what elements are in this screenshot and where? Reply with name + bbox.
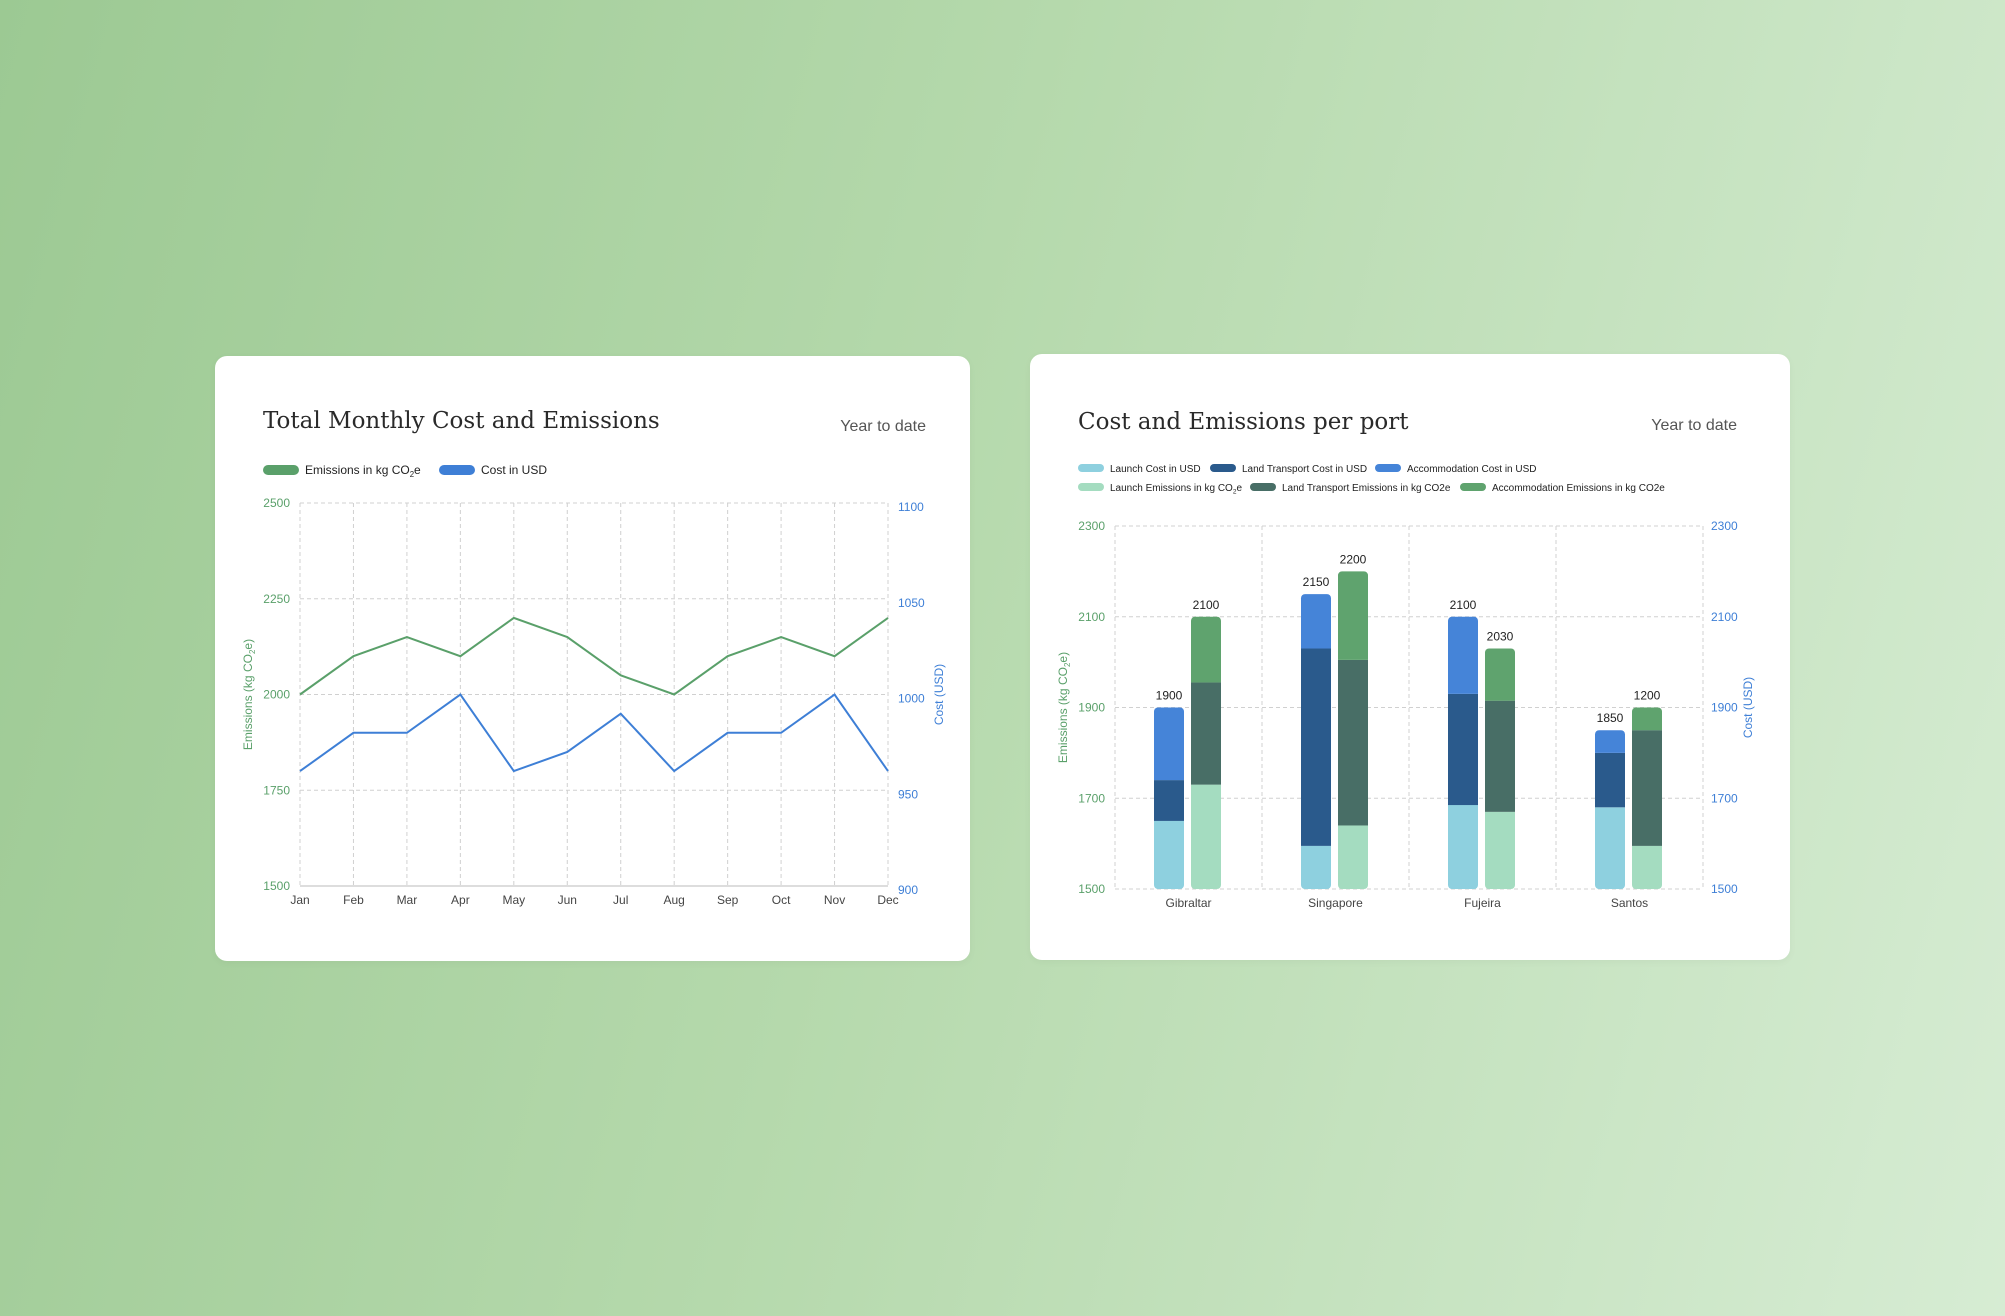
- bar-segment: [1338, 659, 1368, 826]
- period-selector[interactable]: Year to date: [840, 418, 926, 435]
- bar-segment: [1301, 594, 1331, 649]
- bar-segment: [1595, 752, 1625, 808]
- bar-segment: [1632, 730, 1662, 846]
- bar-total-label: 2100: [1193, 598, 1220, 612]
- legend-label: Launch Emissions in kg CO2e: [1110, 483, 1242, 496]
- y-right-tick: 1050: [898, 596, 925, 610]
- y-left-tick: 2300: [1078, 519, 1105, 533]
- card-title: Cost and Emissions per port: [1078, 409, 1409, 435]
- y-right-tick: 2100: [1711, 610, 1738, 624]
- line-chart: Emissions in kg CO2e Cost in USD 1500 1750 2…: [241, 463, 946, 907]
- y-right-axis-title: Cost (USD): [932, 664, 946, 725]
- legend-swatch: [1250, 483, 1276, 491]
- x-tick-label: Singapore: [1308, 896, 1363, 910]
- legend-label: Land Transport Cost in USD: [1242, 464, 1367, 475]
- bar-segment: [1301, 845, 1331, 889]
- bar-segment: [1191, 784, 1221, 889]
- legend-swatch: [1078, 464, 1104, 472]
- legend-swatch: [1210, 464, 1236, 472]
- bar-segment: [1632, 845, 1662, 889]
- bar-total-label: 1900: [1156, 689, 1183, 703]
- port-chart-card: Cost and Emissions per port Year to date…: [1030, 354, 1790, 960]
- bar-segment: [1338, 571, 1368, 660]
- bar-segment: [1632, 707, 1662, 731]
- bar-segment: [1154, 780, 1184, 821]
- bar-segment: [1301, 648, 1331, 846]
- x-tick-label: Mar: [397, 893, 418, 907]
- y-left-tick: 1500: [263, 879, 290, 893]
- bar-segment: [1485, 648, 1515, 701]
- x-tick-label: Dec: [877, 893, 898, 907]
- bar-segment: [1154, 820, 1184, 889]
- monthly-chart-card: Total Monthly Cost and Emissions Year to…: [215, 356, 970, 961]
- bar-total-label: 1850: [1597, 711, 1624, 725]
- legend-label: Launch Cost in USD: [1110, 464, 1201, 475]
- y-left-tick: 2500: [263, 496, 290, 510]
- x-tick-label: Jan: [290, 893, 309, 907]
- legend-label: Accommodation Emissions in kg CO2e: [1492, 483, 1665, 494]
- y-right-tick: 1900: [1711, 701, 1738, 715]
- bar-total-label: 2150: [1303, 575, 1330, 589]
- legend-label: Land Transport Emissions in kg CO2e: [1282, 483, 1451, 494]
- bar-segment: [1448, 693, 1478, 806]
- x-tick-label: Jul: [613, 893, 628, 907]
- x-tick-label: Apr: [451, 893, 470, 907]
- y-right-axis-title: Cost (USD): [1741, 677, 1755, 738]
- x-tick-label: Gibraltar: [1165, 896, 1211, 910]
- y-left-tick: 2250: [263, 592, 290, 606]
- bar-segment: [1448, 616, 1478, 694]
- cost-line: [299, 693, 889, 773]
- x-tick-label: Sep: [717, 893, 739, 907]
- y-right-tick: 1700: [1711, 791, 1738, 805]
- y-right-tick: 1500: [1711, 882, 1738, 896]
- bar-segment: [1338, 825, 1368, 889]
- bar-total-label: 1200: [1634, 689, 1661, 703]
- x-tick-label: Aug: [664, 893, 685, 907]
- x-tick-label: Nov: [824, 893, 845, 907]
- period-selector[interactable]: Year to date: [1651, 417, 1737, 434]
- legend-label: Emissions in kg CO2e: [305, 463, 421, 479]
- y-left-tick: 1500: [1078, 882, 1105, 896]
- legend-swatch: [1375, 464, 1401, 472]
- legend-swatch: [439, 465, 475, 475]
- legend-label: Cost in USD: [481, 463, 547, 477]
- x-tick-label: Feb: [343, 893, 364, 907]
- bar-segment: [1191, 616, 1221, 683]
- bar-segment: [1595, 730, 1625, 753]
- bar-segment: [1485, 700, 1515, 812]
- y-left-tick: 2100: [1078, 610, 1105, 624]
- y-right-tick: 1100: [898, 500, 924, 514]
- y-right-tick: 1000: [898, 692, 925, 706]
- bar-segment: [1485, 811, 1515, 889]
- emissions-line: [299, 616, 889, 696]
- bar-segment: [1191, 682, 1221, 785]
- legend-swatch: [1460, 483, 1486, 491]
- bar-segment: [1154, 707, 1184, 781]
- y-left-tick: 1750: [263, 783, 290, 797]
- y-right-tick: 900: [898, 883, 918, 897]
- bar-segment: [1448, 805, 1478, 889]
- y-left-axis-title: Emissions (kg CO2e): [241, 639, 257, 750]
- x-tick-label: May: [502, 893, 525, 907]
- bar-total-label: 2200: [1340, 552, 1367, 566]
- x-tick-label: Fujeira: [1464, 896, 1501, 910]
- y-left-axis-title: Emissions (kg CO2e): [1056, 652, 1072, 763]
- x-tick-label: Santos: [1611, 896, 1648, 910]
- y-right-tick: 950: [898, 787, 918, 801]
- x-tick-label: Jun: [558, 893, 577, 907]
- y-left-tick: 1700: [1078, 791, 1105, 805]
- x-tick-label: Oct: [772, 893, 791, 907]
- legend-swatch: [1078, 483, 1104, 491]
- bar-total-label: 2030: [1487, 630, 1514, 644]
- y-left-tick: 2000: [263, 688, 290, 702]
- y-right-tick: 2300: [1711, 519, 1738, 533]
- bar-segment: [1595, 807, 1625, 889]
- legend-label: Accommodation Cost in USD: [1407, 464, 1537, 475]
- stacked-bar-chart: Launch Cost in USD Land Transport Cost in…: [1056, 464, 1755, 910]
- y-left-tick: 1900: [1078, 701, 1105, 715]
- legend-swatch: [263, 465, 299, 475]
- card-title: Total Monthly Cost and Emissions: [263, 408, 660, 434]
- bar-total-label: 2100: [1450, 598, 1477, 612]
